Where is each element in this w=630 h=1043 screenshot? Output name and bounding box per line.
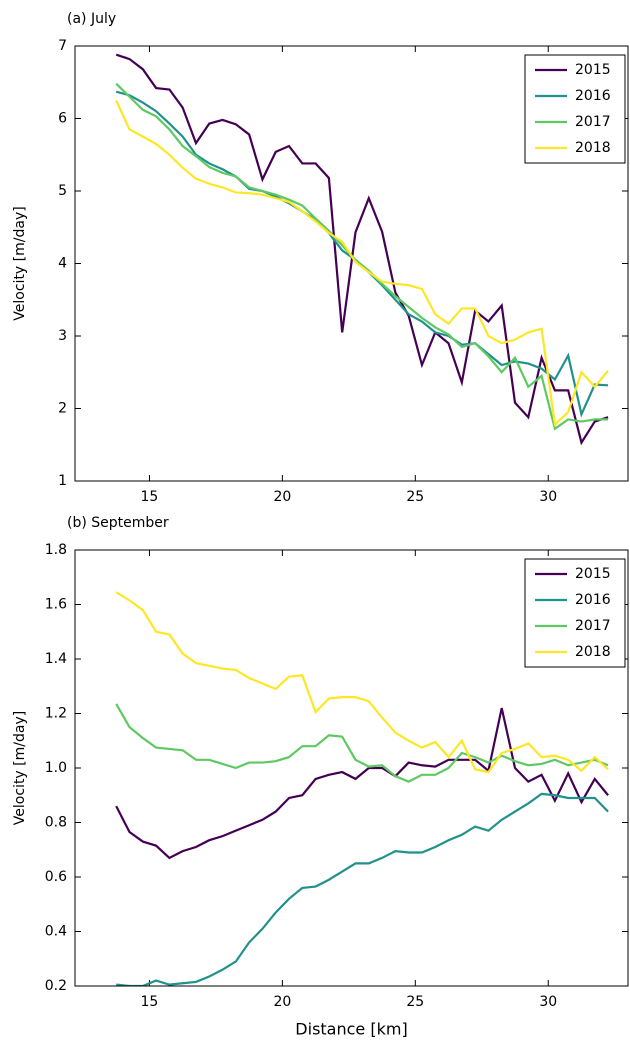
legend-label: 2015 xyxy=(575,566,611,582)
y-tick-label: 3 xyxy=(58,328,67,344)
x-tick-label: 20 xyxy=(273,994,291,1010)
y-tick-label: 0.6 xyxy=(45,869,67,885)
y-tick-label: 1.2 xyxy=(45,706,67,722)
y-tick-label: 1.8 xyxy=(45,542,67,558)
plot-frame xyxy=(74,549,629,987)
data-line xyxy=(115,591,609,774)
legend-box xyxy=(524,558,626,668)
y-tick-label: 1 xyxy=(58,473,67,489)
data-line xyxy=(116,792,609,986)
legend-label: 2015 xyxy=(575,62,611,78)
x-tick-label: 25 xyxy=(406,489,424,505)
x-tick-label: 25 xyxy=(406,994,424,1010)
legend-box xyxy=(524,54,626,164)
y-tick-label: 6 xyxy=(58,111,67,127)
y-tick-label: 4 xyxy=(58,256,67,272)
y-axis-label: Velocity [m/day] xyxy=(12,711,28,825)
x-tick-label: 30 xyxy=(539,994,557,1010)
y-tick-label: 7 xyxy=(58,38,67,54)
y-tick-label: 5 xyxy=(58,183,67,199)
x-tick-label: 15 xyxy=(141,994,159,1010)
y-tick-label: 1.4 xyxy=(45,651,67,667)
legend-label: 2017 xyxy=(575,618,611,634)
plot-frame xyxy=(74,45,629,482)
legend-label: 2017 xyxy=(575,114,611,130)
x-tick-label: 30 xyxy=(539,489,557,505)
y-tick-label: 0.4 xyxy=(45,924,67,940)
panel-title: (b) September xyxy=(67,515,169,531)
y-tick-label: 1.0 xyxy=(45,760,67,776)
data-line xyxy=(115,82,609,431)
x-tick-label: 20 xyxy=(273,489,291,505)
y-tick-label: 1.6 xyxy=(45,597,67,613)
data-line xyxy=(115,53,609,446)
y-tick-label: 0.8 xyxy=(45,815,67,831)
y-axis-label: Velocity [m/day] xyxy=(12,206,28,320)
data-line xyxy=(115,99,609,427)
legend-label: 2018 xyxy=(575,644,611,660)
legend-label: 2016 xyxy=(575,592,611,608)
data-line xyxy=(115,707,609,860)
y-tick-label: 2 xyxy=(58,401,67,417)
panel-title: (a) July xyxy=(67,11,116,27)
legend-label: 2018 xyxy=(575,140,611,156)
legend-label: 2016 xyxy=(575,88,611,104)
x-axis-label: Distance [km] xyxy=(295,1020,407,1039)
x-tick-label: 15 xyxy=(141,489,159,505)
y-tick-label: 0.2 xyxy=(45,978,67,994)
data-line xyxy=(115,703,609,783)
